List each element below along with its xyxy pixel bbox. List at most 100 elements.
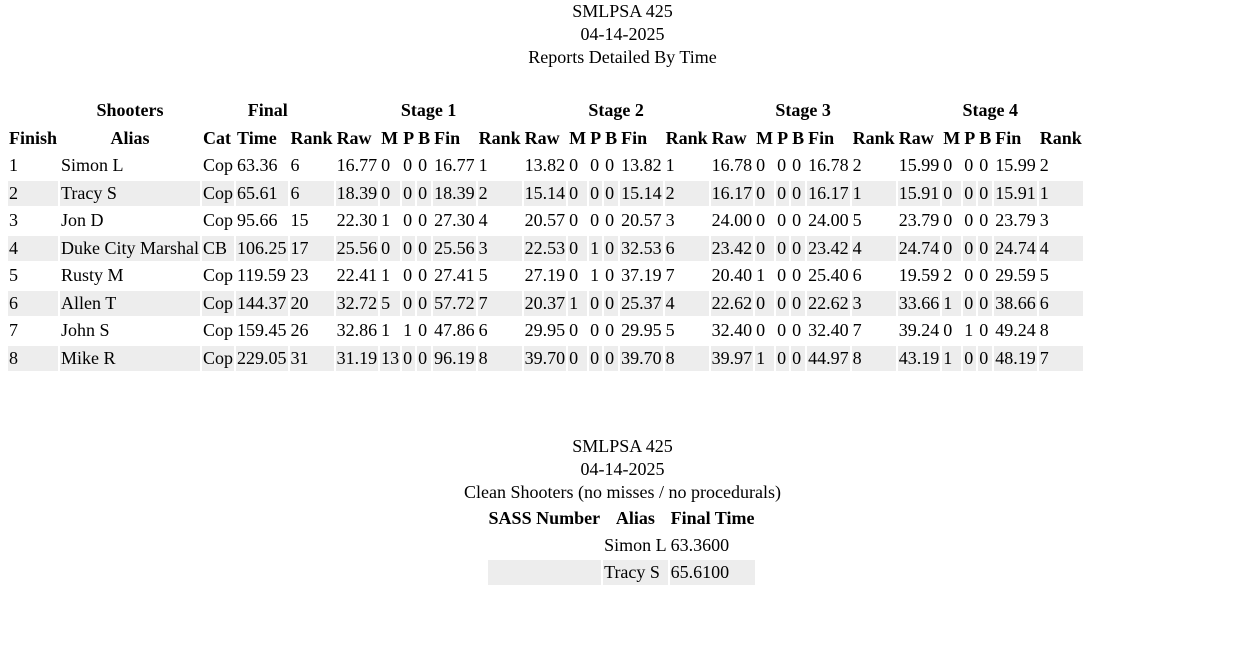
cell-time: 106.25 xyxy=(236,235,288,261)
cell-stage-3-rank: 4 xyxy=(851,235,896,261)
cell-time: 159.45 xyxy=(237,320,287,341)
cell-stage-1-rank: 6 xyxy=(478,320,488,341)
col-finish: Finish xyxy=(9,127,58,148)
cell-stage-4-rank: 2 xyxy=(1039,155,1049,176)
cell-stage-2-p: 0 xyxy=(589,290,603,316)
clean-subtitle: Clean Shooters (no misses / no procedura… xyxy=(464,482,781,502)
cell-alias: Mike R xyxy=(60,345,201,371)
cell-stage-4-m: 0 xyxy=(942,235,962,261)
cell-stage-2-raw: 20.57 xyxy=(524,210,566,231)
cell-stage-3-fin: 32.40 xyxy=(808,320,849,341)
cell-stage-2-b: 0 xyxy=(605,265,615,286)
cell-stage-3-p: 0 xyxy=(776,345,790,371)
results-table: Shooters Final Stage 1 Stage 2 Stage 3 S… xyxy=(6,96,1085,373)
cell-stage-1-rank: 2 xyxy=(477,180,522,206)
cell-stage-1-raw: 32.72 xyxy=(335,290,379,316)
cell-stage-2-rank: 8 xyxy=(664,345,709,371)
cell-alias: Simon L xyxy=(61,155,124,176)
cell-stage-3-rank: 7 xyxy=(852,320,862,341)
table-row: 8 Mike R Cop 229.05 31 31.19 13 0 0 96.19 8 39.70 0 0… xyxy=(8,345,1083,371)
cell-stage-2-rank: 4 xyxy=(664,290,709,316)
cell-stage-4-raw: 33.66 xyxy=(897,290,941,316)
col-stage-4-m: M xyxy=(943,127,961,148)
cell-stage-1-m: 1 xyxy=(381,265,391,286)
col-stage-3-b: B xyxy=(792,127,805,148)
group-header-stage-2: Stage 2 xyxy=(588,100,644,121)
cell-stage-4-b: 0 xyxy=(979,210,989,231)
cell-alias: Rusty M xyxy=(61,265,124,286)
cell-stage-3-raw: 16.78 xyxy=(711,155,753,176)
clean-date: 04-14-2025 xyxy=(580,459,665,479)
report-subtitle: Reports Detailed By Time xyxy=(528,47,717,67)
cell-stage-4-raw: 15.91 xyxy=(897,180,941,206)
col-stage-1-b: B xyxy=(418,127,431,148)
group-header-stage-4: Stage 4 xyxy=(962,100,1018,121)
cell-stage-1-p: 1 xyxy=(403,320,413,341)
cell-time: 144.37 xyxy=(236,290,288,316)
cell-stage-3-fin: 44.97 xyxy=(807,345,850,371)
cell-stage-3-p: 0 xyxy=(777,155,787,176)
cell-stage-2-fin: 20.57 xyxy=(621,210,662,231)
col-stage-4-fin: Fin xyxy=(995,127,1022,148)
col-alias: Alias xyxy=(110,127,150,148)
column-header-row: Finish Alias Cat Time Rank Raw M P B Fin Rank… xyxy=(8,126,1083,152)
cell-final-rank: 6 xyxy=(289,180,334,206)
cell-stage-2-b: 0 xyxy=(604,290,619,316)
table-row: 7 John S Cop 159.45 26 32.86 1 1 0 47.86 6 29.95 0 0 0… xyxy=(8,318,1083,344)
cell-time: 65.61 xyxy=(236,180,288,206)
cell-stage-4-fin: 24.74 xyxy=(994,235,1037,261)
table-row: 5 Rusty M Cop 119.59 23 22.41 1 0 0 27.41 5 27.19 0 1… xyxy=(8,263,1083,289)
cell-finish: 8 xyxy=(8,345,59,371)
cell-cat: Cop xyxy=(203,210,234,231)
cell-cat: Cop xyxy=(202,290,235,316)
cell-stage-3-p: 0 xyxy=(777,265,787,286)
cell-stage-3-rank: 6 xyxy=(852,265,862,286)
cell-finish: 6 xyxy=(8,290,59,316)
cell-stage-4-rank: 7 xyxy=(1038,345,1083,371)
cell-stage-1-b: 0 xyxy=(417,290,432,316)
cell-stage-2-raw: 29.95 xyxy=(524,320,566,341)
cell-stage-4-raw: 24.74 xyxy=(897,235,941,261)
cell-stage-1-p: 0 xyxy=(403,155,413,176)
cell-time: 95.66 xyxy=(237,210,278,231)
col-stage-3-m: M xyxy=(756,127,774,148)
table-row: 4 Duke City Marshal CB 106.25 17 25.56 0 0 0 25.5… xyxy=(8,235,1083,261)
cell-stage-3-raw: 16.17 xyxy=(710,180,754,206)
group-header-row: Shooters Final Stage 1 Stage 2 Stage 3 S… xyxy=(8,98,1083,124)
cell-stage-3-rank: 8 xyxy=(851,345,896,371)
cell-stage-3-p: 0 xyxy=(776,290,790,316)
cell-stage-2-m: 0 xyxy=(569,210,579,231)
col-stage-4-p: P xyxy=(964,127,976,148)
cell-stage-4-m: 0 xyxy=(943,155,953,176)
cell-stage-3-m: 0 xyxy=(755,235,775,261)
cell-stage-1-m: 0 xyxy=(381,155,391,176)
cell-final-rank: 26 xyxy=(290,320,309,341)
cell-stage-3-m: 1 xyxy=(756,265,766,286)
clean-title: SMLPSA 425 xyxy=(572,436,673,456)
cell-stage-4-rank: 5 xyxy=(1039,265,1049,286)
cell-time: 229.05 xyxy=(236,345,288,371)
cell-stage-1-p: 0 xyxy=(403,210,413,231)
table-row: 6 Allen T Cop 144.37 20 32.72 5 0 0 57.72 7 20.37 1 0… xyxy=(8,290,1083,316)
table-row: 1 Simon L Cop 63.36 6 16.77 0 0 0 16.77 1 13.82 0 0 0 1… xyxy=(8,153,1083,179)
cell-stage-1-raw: 31.19 xyxy=(335,345,379,371)
cell-stage-4-m: 0 xyxy=(943,210,953,231)
cell-stage-4-fin: 23.79 xyxy=(995,210,1036,231)
cell-stage-1-m: 5 xyxy=(380,290,401,316)
cell-stage-1-p: 0 xyxy=(402,290,416,316)
cell-stage-4-b: 0 xyxy=(979,320,989,341)
report-header: SMLPSA 425 04-14-2025 Reports Detailed B… xyxy=(0,0,1245,69)
cell-stage-3-m: 0 xyxy=(755,290,775,316)
cell-stage-2-p: 0 xyxy=(590,155,600,176)
cell-stage-1-m: 1 xyxy=(381,210,391,231)
cell-stage-4-p: 0 xyxy=(963,235,977,261)
col-time: Time xyxy=(237,127,277,148)
cell-stage-4-fin: 15.99 xyxy=(995,155,1036,176)
cell-stage-1-fin: 16.77 xyxy=(434,155,475,176)
cell-final-time: 65.6100 xyxy=(669,560,756,585)
cell-stage-4-rank: 6 xyxy=(1038,290,1083,316)
col-stage-2-rank: Rank xyxy=(665,127,708,148)
cell-stage-2-p: 0 xyxy=(589,345,603,371)
cell-stage-4-m: 0 xyxy=(942,180,962,206)
col-stage-2-m: M xyxy=(569,127,587,148)
